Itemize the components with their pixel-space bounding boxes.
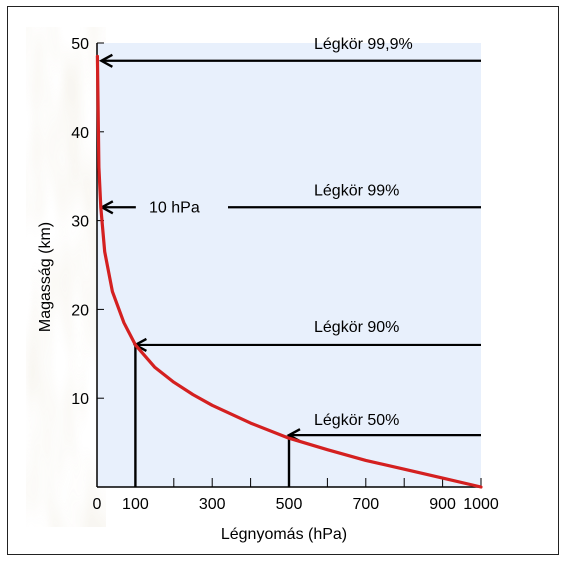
x-tick-label: 300: [199, 496, 226, 513]
axes: 0 100 300 500 700 900 1000 10 20 30 40 50: [71, 36, 499, 513]
y-tick-label: 20: [71, 302, 89, 319]
y-tick-label: 30: [71, 214, 89, 231]
x-tick-label: 1000: [463, 496, 499, 513]
x-tick-label: 100: [122, 496, 149, 513]
plot-background: [97, 43, 481, 487]
label-99-9: Légkör 99,9%: [314, 36, 413, 53]
x-axis-title: Légnyomás (hPa): [221, 526, 347, 543]
y-tick-label: 40: [71, 125, 89, 142]
pressure-altitude-curve: [95, 54, 483, 489]
arrow-head-99-9: [98, 53, 113, 68]
x-tick-label: 0: [93, 496, 102, 513]
x-tick-label: 500: [276, 496, 303, 513]
chart-frame: 0 100 300 500 700 900 1000 10 20 30 40 50 Légkör 99…: [7, 6, 559, 555]
label-99: Légkör 99%: [314, 182, 399, 199]
x-tick-label: 700: [352, 496, 379, 513]
y-tick-label: 10: [71, 391, 89, 408]
y-axis-title: Magasság (km): [37, 222, 54, 332]
y-tick-label: 50: [71, 36, 89, 53]
annotations: Légkör 99,9% 10 hPa Légkör 99% Légkör 90% Lé…: [98, 36, 481, 487]
label-90: Légkör 90%: [314, 319, 399, 336]
outer-texture: [26, 27, 106, 527]
x-tick-label: 900: [429, 496, 456, 513]
label-10-hpa: 10 hPa: [149, 199, 200, 216]
label-50: Légkör 50%: [314, 412, 399, 429]
chart: 0 100 300 500 700 900 1000 10 20 30 40 50 Légkör 99…: [26, 27, 499, 543]
